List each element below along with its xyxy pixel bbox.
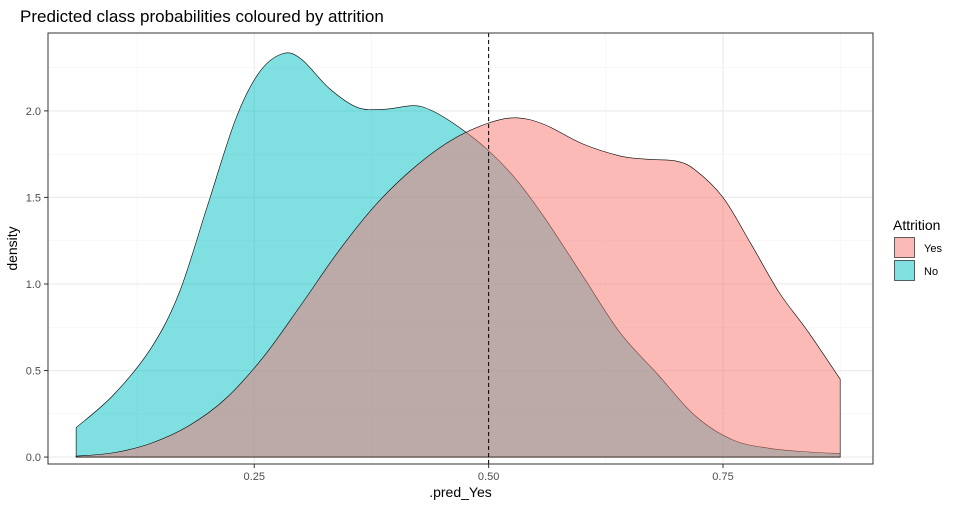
plot-area — [47, 32, 874, 465]
x-tick-label: 0.75 — [712, 471, 733, 483]
panel-border — [47, 32, 874, 465]
x-axis-title: .pred_Yes — [429, 484, 492, 500]
x-tick-label: 0.50 — [478, 471, 499, 483]
y-tick-label: 0.5 — [26, 366, 41, 378]
x-axis: 0.25 0.50 0.75 — [244, 464, 734, 483]
y-axis: 0.0 0.5 1.0 1.5 2.0 — [26, 106, 48, 464]
legend-label-no: No — [924, 266, 938, 278]
y-tick-label: 0.0 — [26, 452, 41, 464]
y-tick-label: 1.5 — [26, 192, 41, 204]
density-area-yes — [75, 117, 841, 458]
legend-swatch-no — [894, 260, 915, 281]
chart-title: Predicted class probabilities coloured b… — [20, 7, 384, 26]
legend-swatch-yes — [894, 237, 915, 258]
y-tick-label: 2.0 — [26, 106, 41, 118]
legend-label-yes: Yes — [924, 243, 942, 255]
x-tick-label: 0.25 — [244, 471, 265, 483]
y-tick-label: 1.0 — [26, 279, 41, 291]
legend-title: Attrition — [893, 217, 940, 233]
y-axis-title: density — [4, 226, 20, 270]
legend: Attrition Yes No — [893, 217, 942, 281]
